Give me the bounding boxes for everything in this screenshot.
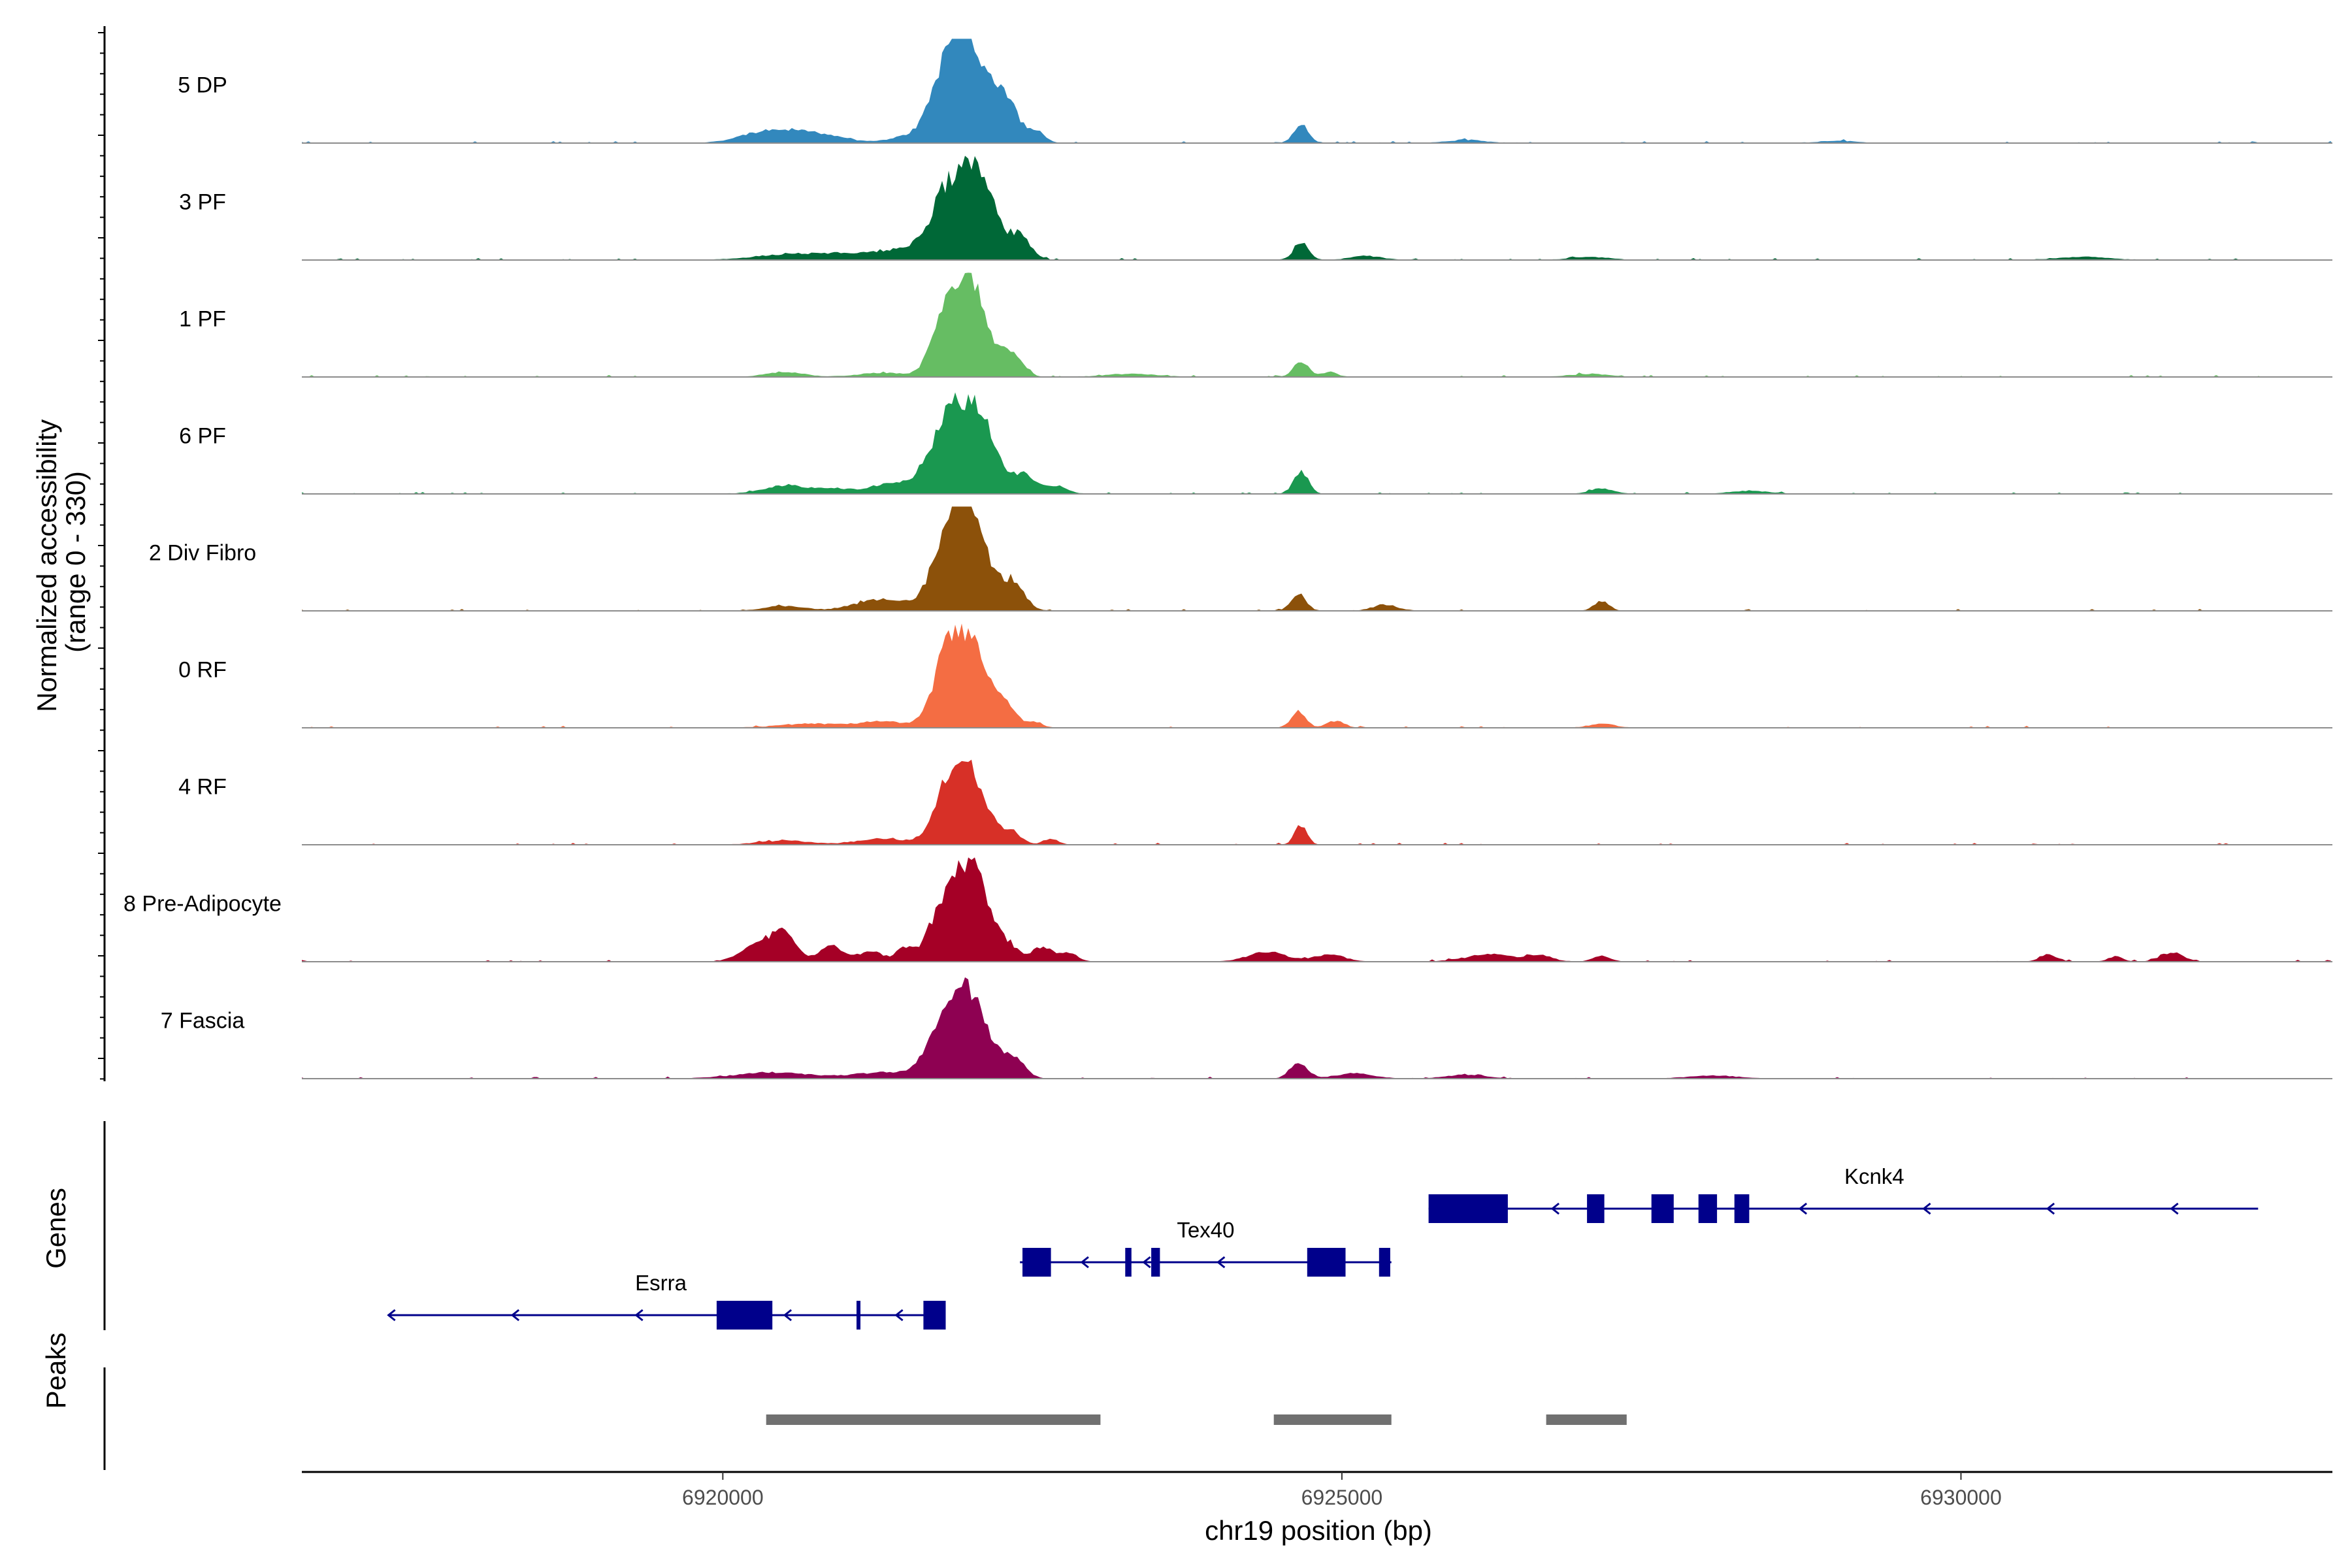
coverage-area <box>302 39 2332 144</box>
coverage-area <box>302 272 2332 377</box>
gene-esrra: Esrra <box>387 1271 946 1330</box>
gene-exon <box>1151 1248 1160 1277</box>
track-1-pf: 1 PF <box>179 272 2332 378</box>
genes-track-title: Genes <box>41 1188 71 1269</box>
gene-kcnk4: Kcnk4 <box>1428 1164 2259 1223</box>
track-label: 2 Div Fibro <box>149 541 256 566</box>
track-3-pf: 3 PF <box>179 155 2332 261</box>
y-axis-title-line2: (range 0 - 330) <box>60 471 91 653</box>
track-6-pf: 6 PF <box>179 392 2332 495</box>
strand-arrow <box>1216 1256 1226 1269</box>
track-label: 4 RF <box>178 775 227 800</box>
genomic-x-axis: 6920000 6925000 6930000 <box>302 1471 2332 1509</box>
track-label: 0 RF <box>178 658 227 683</box>
gene-exon <box>1651 1194 1674 1223</box>
strand-arrow <box>2046 1202 2055 1215</box>
x-tick-label: 6930000 <box>1920 1486 2002 1509</box>
peaks-track-title: Peaks <box>41 1333 71 1409</box>
gene-exon <box>1125 1248 1132 1277</box>
gene-exon <box>1022 1248 1051 1277</box>
x-axis-title: chr19 position (bp) <box>1205 1515 1432 1546</box>
peak-region-bar <box>1546 1414 1627 1425</box>
track-label: 7 Fascia <box>161 1009 245 1034</box>
coverage-area <box>302 759 2332 845</box>
peak-regions-track <box>103 1367 1627 1470</box>
strand-arrow <box>634 1309 644 1322</box>
strand-arrow <box>510 1309 520 1322</box>
coverage-tracks: 5 DP 3 PF 1 PF 6 PF 2 Div Fibro 0 RF 4 RF 8 Pre… <box>123 39 2332 1079</box>
track-label: 8 Pre-Adipocyte <box>123 892 282 917</box>
gene-name-label: Kcnk4 <box>1844 1164 1904 1188</box>
peak-region-bar <box>1273 1414 1392 1425</box>
strand-arrow <box>1142 1256 1151 1269</box>
track-label: 6 PF <box>179 424 226 449</box>
gene-exon <box>716 1301 773 1330</box>
coverage-area <box>302 155 2332 260</box>
strand-arrow <box>2170 1202 2179 1215</box>
track-0-rf: 0 RF <box>178 623 2332 728</box>
y-axis-title: Normalized accessibility (range 0 - 330) <box>31 412 91 712</box>
track-label: 1 PF <box>179 307 226 332</box>
strand-arrow <box>387 1309 396 1322</box>
gene-exon <box>1734 1194 1750 1223</box>
gene-annotation-track: Esrra Tex40 Kcnk4 <box>103 1121 2259 1330</box>
gene-tex40: Tex40 <box>1020 1218 1392 1277</box>
x-tick-label: 6925000 <box>1301 1486 1383 1509</box>
strand-arrow <box>1798 1202 1808 1215</box>
track-4-rf: 4 RF <box>178 759 2332 845</box>
gene-exon <box>923 1301 946 1330</box>
track-7-fascia: 7 Fascia <box>161 977 2332 1079</box>
gene-exon <box>857 1301 860 1330</box>
gene-name-label: Tex40 <box>1177 1218 1234 1242</box>
peak-region-bar <box>766 1414 1101 1425</box>
track-label: 3 PF <box>179 190 226 215</box>
coverage-area <box>302 857 2332 962</box>
accessibility-y-axis <box>98 26 106 1081</box>
coverage-area <box>302 506 2332 611</box>
gene-exon <box>1587 1194 1605 1223</box>
gene-exon <box>1428 1194 1508 1223</box>
gene-exon <box>1698 1194 1718 1223</box>
coverage-area <box>302 392 2332 494</box>
x-tick-label: 6920000 <box>682 1486 764 1509</box>
strand-arrow <box>783 1309 792 1322</box>
gene-exon <box>1307 1248 1346 1277</box>
track-2-div-fibro: 2 Div Fibro <box>149 506 2332 612</box>
track-label: 5 DP <box>178 73 227 98</box>
gene-name-label: Esrra <box>635 1271 687 1295</box>
strand-arrow <box>894 1309 904 1322</box>
strand-arrow <box>1080 1256 1089 1269</box>
strand-arrow <box>1922 1202 1931 1215</box>
track-5-dp: 5 DP <box>178 39 2332 144</box>
coverage-area <box>302 623 2332 728</box>
gene-exon <box>1379 1248 1390 1277</box>
track-8-pre-adipocyte: 8 Pre-Adipocyte <box>123 857 2332 962</box>
strand-arrow <box>1550 1202 1560 1215</box>
y-axis-title-line1: Normalized accessibility <box>31 419 62 712</box>
coverage-area <box>302 977 2332 1079</box>
